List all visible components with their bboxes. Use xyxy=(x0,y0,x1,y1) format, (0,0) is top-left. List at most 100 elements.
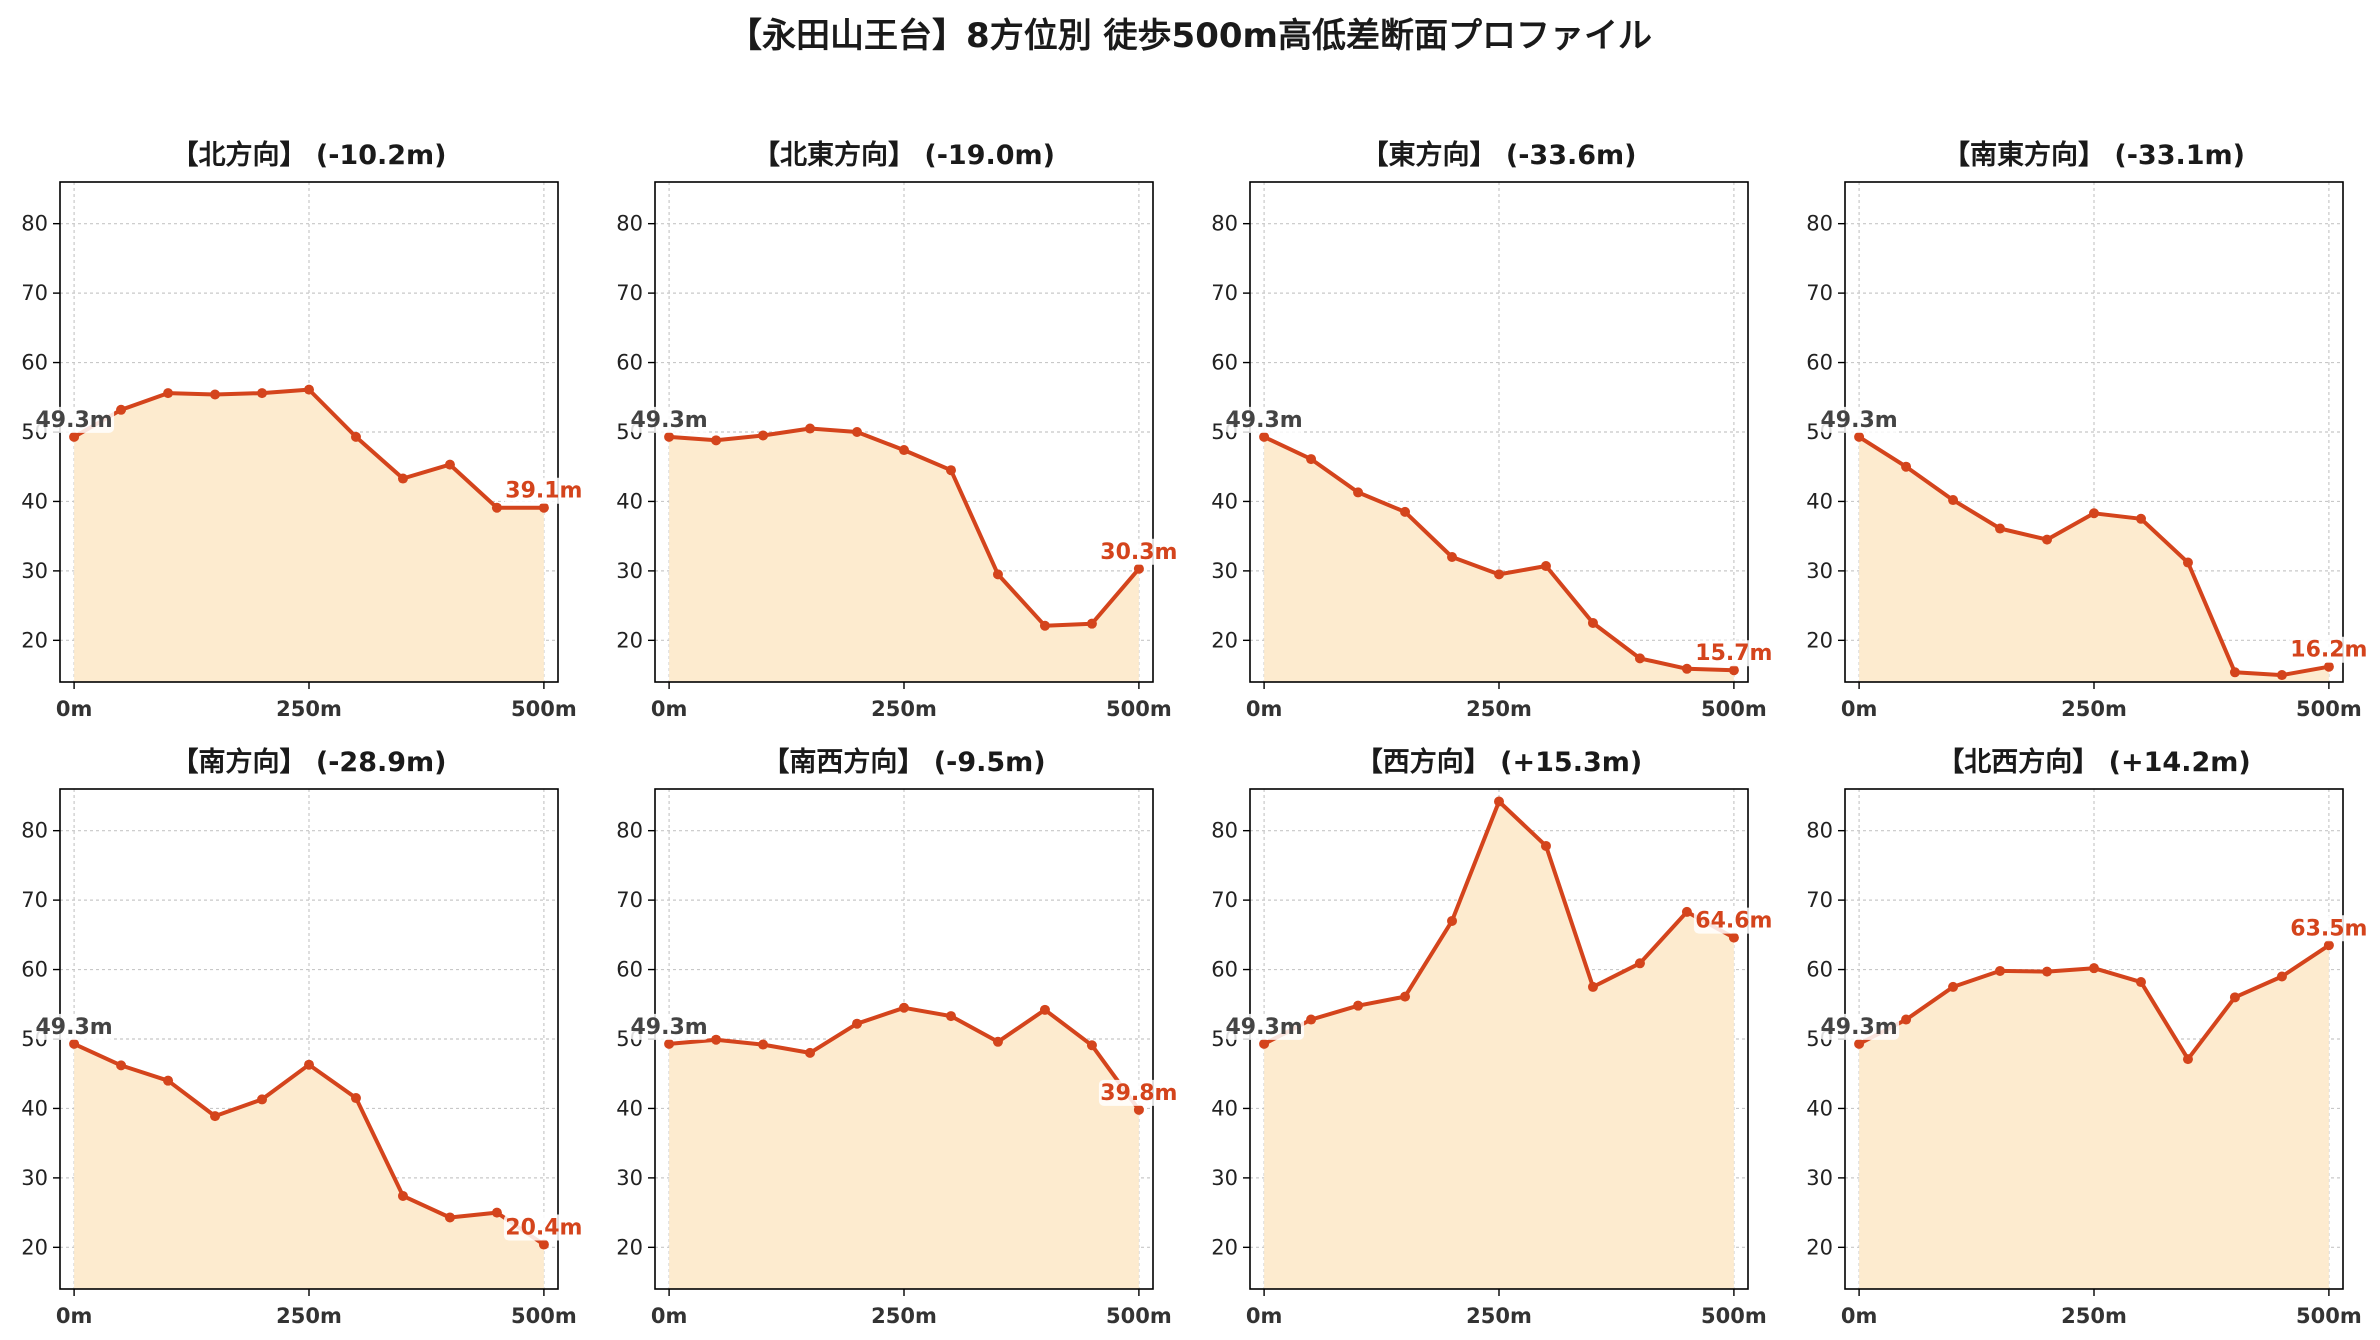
elevation-point xyxy=(257,1094,268,1105)
elevation-point xyxy=(1133,563,1144,574)
y-tick-label: 30 xyxy=(1806,559,1833,583)
elevation-point xyxy=(664,1038,675,1049)
y-tick-label: 40 xyxy=(1806,489,1833,513)
elevation-point xyxy=(210,1111,221,1122)
x-tick-label: 0m xyxy=(651,1304,688,1328)
y-tick-label: 60 xyxy=(1211,958,1238,982)
elevation-point xyxy=(1259,431,1270,442)
elevation-point xyxy=(2089,508,2099,519)
elevation-point xyxy=(1634,958,1645,969)
elevation-point xyxy=(1948,981,1959,992)
x-tick-label: 250m xyxy=(276,697,342,721)
elevation-point xyxy=(852,1018,863,1029)
y-tick-label: 70 xyxy=(616,281,643,305)
start-label-bg xyxy=(1819,406,1900,433)
y-tick-label: 30 xyxy=(616,559,643,583)
elevation-point xyxy=(1854,1038,1865,1049)
end-label-bg xyxy=(503,477,584,504)
x-tick-label: 500m xyxy=(1701,1304,1767,1328)
y-tick-label: 80 xyxy=(1806,212,1833,236)
elevation-point xyxy=(1494,796,1504,807)
end-label-bg xyxy=(503,1214,584,1241)
elevation-point xyxy=(711,1034,722,1045)
elevation-point xyxy=(304,384,314,395)
end-label-bg xyxy=(1098,538,1179,565)
x-tick-label: 0m xyxy=(651,697,688,721)
elevation-point xyxy=(1259,1038,1270,1049)
y-tick-label: 60 xyxy=(21,958,48,982)
x-tick-label: 0m xyxy=(1841,1304,1878,1328)
y-tick-label: 80 xyxy=(616,819,643,843)
elevation-point xyxy=(2135,977,2146,988)
end-label-bg xyxy=(1693,907,1774,934)
elevation-point xyxy=(758,430,769,441)
y-tick-label: 80 xyxy=(1211,212,1238,236)
elevation-point xyxy=(2323,661,2334,672)
y-tick-label: 40 xyxy=(21,489,48,513)
panel-title: 【北方向】 (-10.2m) xyxy=(171,139,446,171)
y-tick-label: 80 xyxy=(1211,819,1238,843)
end-elevation-label: 16.2m xyxy=(2290,638,2367,663)
y-tick-label: 20 xyxy=(616,628,643,652)
elevation-point xyxy=(1681,906,1692,917)
elevation-area xyxy=(1264,801,1734,1289)
y-tick-label: 40 xyxy=(1806,1096,1833,1120)
start-elevation-label: 49.3m xyxy=(1820,1015,1897,1040)
y-tick-label: 70 xyxy=(1211,888,1238,912)
elevation-point xyxy=(1948,495,1959,506)
x-tick-label: 500m xyxy=(2296,1304,2362,1328)
y-tick-label: 30 xyxy=(21,1166,48,1190)
y-tick-label: 60 xyxy=(21,351,48,375)
elevation-point xyxy=(1587,981,1598,992)
y-tick-label: 20 xyxy=(1211,1235,1238,1259)
start-label-bg xyxy=(629,1013,710,1040)
panel-title: 【南方向】 (-28.9m) xyxy=(171,746,446,778)
elevation-point xyxy=(1086,1040,1097,1051)
elevation-point xyxy=(2323,940,2334,951)
elevation-point xyxy=(1901,461,1912,472)
elevation-point xyxy=(1995,523,2006,534)
elevation-area xyxy=(74,1043,544,1289)
elevation-point xyxy=(2276,971,2287,982)
y-tick-label: 30 xyxy=(1211,559,1238,583)
y-tick-label: 70 xyxy=(1211,281,1238,305)
panel-title: 【北東方向】 (-19.0m) xyxy=(753,139,1055,171)
elevation-point xyxy=(805,1047,816,1058)
elevation-point xyxy=(304,1059,314,1070)
elevation-point xyxy=(1039,620,1050,631)
elevation-point xyxy=(350,1093,361,1104)
y-tick-label: 70 xyxy=(1806,281,1833,305)
y-tick-label: 60 xyxy=(616,958,643,982)
end-elevation-label: 15.7m xyxy=(1695,641,1772,666)
end-elevation-label: 20.4m xyxy=(505,1216,582,1241)
x-tick-label: 0m xyxy=(56,697,93,721)
y-tick-label: 80 xyxy=(21,212,48,236)
start-elevation-label: 49.3m xyxy=(1225,408,1302,433)
elevation-point xyxy=(1587,617,1598,628)
end-elevation-label: 39.1m xyxy=(505,479,582,504)
elevation-point xyxy=(2042,534,2053,545)
elevation-point xyxy=(945,465,956,476)
elevation-point xyxy=(945,1011,956,1022)
y-tick-label: 40 xyxy=(21,1096,48,1120)
elevation-point xyxy=(1728,665,1739,676)
elevation-point xyxy=(1494,569,1504,580)
elevation-point xyxy=(1681,663,1692,674)
y-tick-label: 70 xyxy=(616,888,643,912)
panel-title: 【東方向】 (-33.6m) xyxy=(1361,139,1636,171)
y-tick-label: 20 xyxy=(616,1235,643,1259)
elevation-point xyxy=(69,431,80,442)
elevation-point xyxy=(69,1038,80,1049)
elevation-area xyxy=(1264,436,1734,682)
y-tick-label: 20 xyxy=(21,628,48,652)
y-tick-label: 40 xyxy=(1211,1096,1238,1120)
elevation-point xyxy=(2042,966,2053,977)
elevation-point xyxy=(163,388,174,399)
panel-title: 【北西方向】 (+14.2m) xyxy=(1937,746,2250,778)
elevation-area xyxy=(1859,436,2329,682)
